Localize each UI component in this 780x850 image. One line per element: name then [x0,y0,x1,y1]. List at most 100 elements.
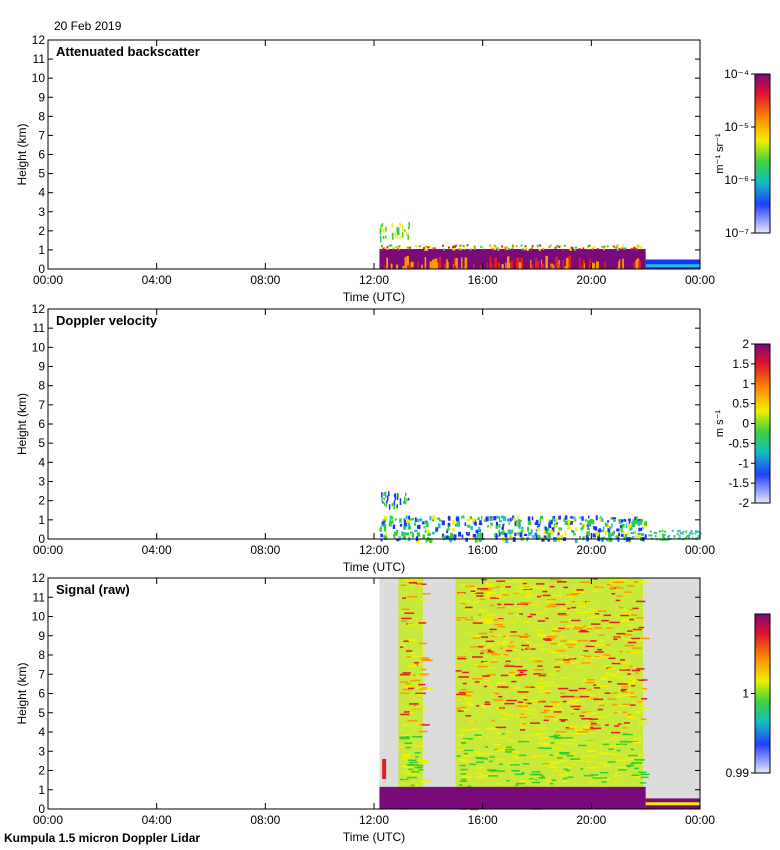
backscatter-streak [431,259,435,269]
noise-pixel [543,690,553,693]
noise-pixel [590,623,601,625]
velocity-pixel [504,532,507,537]
cloud-edge-pixel [511,248,514,251]
noise-pixel [514,658,521,660]
weak-velocity [684,537,687,540]
backscatter-streak [520,257,524,269]
cloud-edge-pixel [603,245,606,248]
noise-pixel [597,610,607,612]
noise-pixel [608,657,616,660]
velocity-pixel [605,523,608,527]
elevated-velocity [393,493,396,497]
noise-pixel [590,656,600,659]
elevated-echo [408,221,410,227]
velocity-pixel [535,529,538,532]
velocity-pixel [620,519,624,523]
cloud-edge-pixel [443,248,446,251]
cloud-edge-pixel [618,247,621,250]
backscatter-streak [562,259,565,269]
noise-pixel [505,649,513,652]
noise-pixel [499,681,506,683]
noise-pixel [498,619,503,621]
noise-pixel [576,729,585,731]
y-tick-label: 4 [38,725,45,739]
velocity-pixel [629,523,632,528]
noise-pixel [607,761,616,763]
noise-pixel [401,608,410,610]
noise-pixel [605,724,609,726]
noise-pixel [474,771,483,774]
noise-pixel [521,581,526,584]
backscatter-streak [402,265,405,269]
velocity-pixel [498,532,501,537]
cloud-edge-pixel [633,245,636,248]
noise-pixel [501,591,509,593]
noise-pixel [628,624,634,626]
noise-pixel [641,679,648,681]
noise-pixel [499,588,505,590]
noise-pixel [617,579,627,582]
velocity-pixel [547,532,551,538]
noise-pixel [417,664,424,667]
velocity-pixel [616,528,620,532]
noise-pixel [462,682,467,685]
cloud-edge-pixel [497,248,500,251]
noise-pixel [406,656,411,658]
noise-pixel [622,691,629,693]
noise-pixel [572,733,580,735]
cloud-edge-pixel [538,248,541,251]
cloud-edge-pixel [503,246,506,249]
noise-pixel [486,643,495,645]
noise-pixel [579,715,585,717]
weak-velocity [696,530,699,533]
backscatter-streak [508,262,511,269]
noise-pixel [549,707,555,710]
noise-pixel [493,619,504,622]
velocity-pixel [432,515,436,520]
noise-pixel [603,654,612,656]
noise-pixel [501,686,509,688]
velocity-pixel [500,515,505,519]
x-axis-label: Time (UTC) [343,560,405,574]
noise-pixel [626,585,636,587]
backscatter-streak [464,257,468,269]
noise-pixel [495,726,507,729]
colorbar-tick-label: 1 [742,687,749,701]
velocity-pixel [618,532,621,537]
noise-pixel [579,695,590,698]
cloud-edge-pixel [415,245,418,248]
noise-pixel [474,592,484,594]
velocity-pixel [471,537,475,540]
noise-pixel [597,702,604,704]
velocity-pixel [619,524,623,529]
noise-pixel [630,684,636,687]
cloud-edge-pixel [507,247,510,250]
cloud-edge-pixel [624,247,627,250]
noise-pixel [465,715,472,717]
noise-pixel [522,712,533,715]
y-tick-label: 9 [38,629,45,643]
noise-pixel [542,708,552,711]
velocity-pixel [527,527,530,532]
velocity-pixel [541,538,545,542]
noise-pixel [470,590,476,592]
noise-pixel [420,599,428,601]
noise-pixel [472,601,478,603]
velocity-pixel [458,531,462,537]
velocity-pixel [592,533,596,538]
noise-pixel [462,738,473,740]
velocity-pixel [621,524,625,528]
noise-pixel [620,620,630,622]
noise-pixel [630,748,634,751]
noise-pixel [495,692,500,695]
colorbar-tick-label: 10⁻⁵ [724,120,749,134]
velocity-pixel [465,531,468,535]
noise-pixel [407,687,415,690]
velocity-pixel [620,533,624,537]
noise-pixel [599,656,609,658]
noise-pixel [530,699,539,702]
velocity-pixel [507,529,512,534]
weak-velocity [689,532,692,535]
noise-pixel [626,715,634,718]
noise-pixel [633,680,639,682]
